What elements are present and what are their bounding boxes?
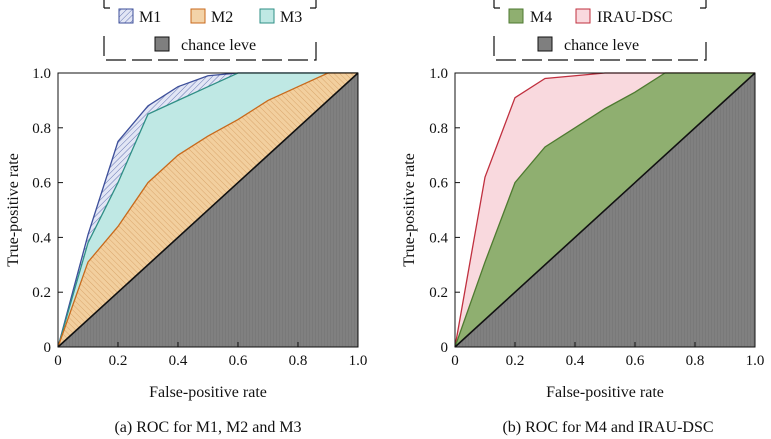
plot-area-a: 0 0.2 0.4 0.6 0.8 1.0 0 0.2 0.4 0.6 0.8 1.0 <box>32 66 367 369</box>
legend-a: M1 M2 M3 chance leve <box>103 0 317 61</box>
legend-label-m3: M3 <box>280 9 302 26</box>
legend-label-m1: M1 <box>139 9 161 26</box>
y-tick-label: 1.0 <box>429 66 448 82</box>
y-tick-label: 1.0 <box>32 66 51 82</box>
legend-label-chance-a: chance leve <box>181 37 256 54</box>
roc-panel-b: 0 0.2 0.4 0.6 0.8 1.0 0 0.2 0.4 0.6 0.8 1.0 M4 IRAU… <box>401 0 764 436</box>
series-line-chance-leve <box>454 72 756 348</box>
y-tick-label: 0.6 <box>32 176 51 192</box>
x-tick-label: 0 <box>451 353 459 369</box>
x-tick-label: 0.6 <box>626 353 645 369</box>
legend-label-m2: M2 <box>211 9 233 26</box>
y-axis-label-a: True-positive rate <box>5 153 22 267</box>
legend-label-irau-dsc: IRAU-DSC <box>597 9 673 26</box>
plot-frame <box>57 72 359 348</box>
y-tick-label: 0.4 <box>429 230 448 246</box>
caption-a: (a) ROC for M1, M2 and M3 <box>114 419 301 436</box>
y-tick-label: 0.2 <box>429 285 448 301</box>
legend-b: M4 IRAU-DSC chance leve <box>493 0 707 61</box>
x-tick-label: 0.6 <box>229 353 248 369</box>
x-tick-label: 0.4 <box>566 353 585 369</box>
roc-panel-a: 0 0.2 0.4 0.6 0.8 1.0 0 0.2 0.4 0.6 0.8 1.0 M1 M2 M… <box>5 0 367 436</box>
y-tick-label: 0.8 <box>32 121 51 137</box>
x-axis-label-b: False-positive rate <box>546 384 664 401</box>
x-axis-label-a: False-positive rate <box>149 384 267 401</box>
x-tick-label: 0.2 <box>506 353 525 369</box>
plot-area-b: 0 0.2 0.4 0.6 0.8 1.0 0 0.2 0.4 0.6 0.8 1.0 <box>429 66 764 369</box>
x-tick-label: 0.4 <box>169 353 188 369</box>
series-line-m2 <box>57 72 358 348</box>
y-tick-label: 0.4 <box>32 230 51 246</box>
y-tick-label: 0 <box>441 340 449 356</box>
y-tick-label: 0.2 <box>32 285 51 301</box>
series-line-chance-leve <box>57 72 359 348</box>
x-tick-label: 1.0 <box>746 353 765 369</box>
x-tick-label: 0 <box>54 353 62 369</box>
legend-label-chance-b: chance leve <box>564 37 639 54</box>
x-tick-label: 0.2 <box>109 353 128 369</box>
y-axis-label-b: True-positive rate <box>401 153 418 267</box>
x-tick-label: 0.8 <box>686 353 705 369</box>
y-tick-label: 0.6 <box>429 176 448 192</box>
plot-frame <box>454 72 756 348</box>
y-tick-label: 0.8 <box>429 121 448 137</box>
x-tick-label: 1.0 <box>349 353 368 369</box>
legend-label-m4: M4 <box>530 9 552 26</box>
x-tick-label: 0.8 <box>289 353 308 369</box>
caption-b: (b) ROC for M4 and IRAU-DSC <box>502 419 713 436</box>
y-tick-label: 0 <box>44 340 52 356</box>
series-line-m3 <box>57 72 358 348</box>
